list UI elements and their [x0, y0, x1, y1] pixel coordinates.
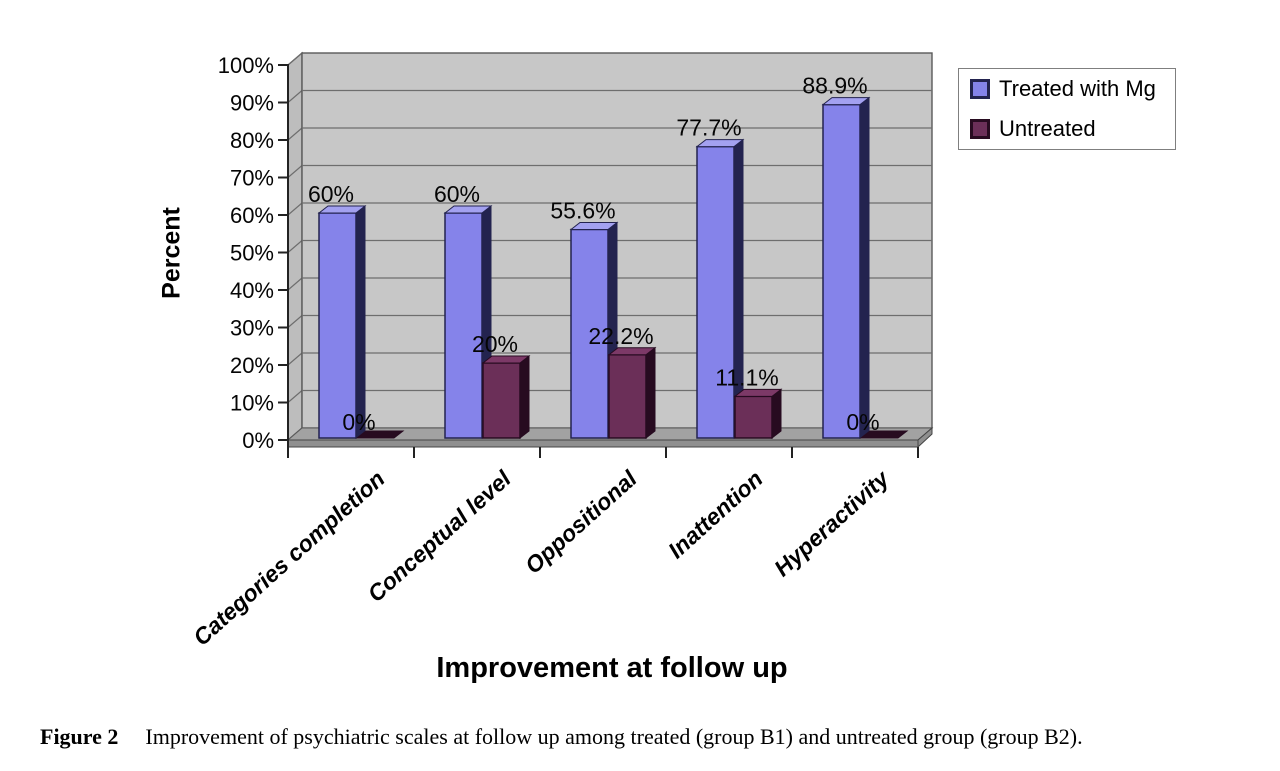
bar-top	[607, 347, 657, 356]
bar-zero	[859, 430, 909, 439]
bar-data-label: 55.6%	[550, 198, 615, 224]
bar-data-label: 60%	[434, 181, 480, 207]
bar-side	[645, 346, 656, 440]
side-wall-gridline	[287, 277, 303, 291]
figure-caption: Figure 2 Improvement of psychiatric scale…	[40, 724, 1260, 750]
bar-data-label: 60%	[308, 181, 354, 207]
y-tick-label: 20%	[230, 353, 274, 378]
bar-side	[859, 96, 870, 440]
y-tick-label: 0%	[242, 428, 274, 453]
bar-top	[443, 205, 493, 214]
bar-front-Treated with Mg	[444, 212, 483, 439]
bar-data-label: 88.9%	[802, 73, 867, 99]
bar-front-Treated with Mg	[318, 212, 357, 439]
floor-front-face	[287, 439, 919, 448]
side-wall-gridline	[287, 315, 303, 328]
bar-front-Untreated	[482, 362, 521, 439]
bar-side	[771, 388, 782, 440]
figure-caption-text: Improvement of psychiatric scales at fol…	[145, 724, 1083, 749]
y-tick-label: 60%	[230, 203, 274, 228]
chart-legend: Treated with Mg Untreated	[958, 68, 1176, 150]
side-wall-gridline	[287, 127, 303, 141]
bar-top	[733, 388, 783, 397]
y-tick-label: 70%	[230, 166, 274, 191]
y-tick-label: 50%	[230, 241, 274, 266]
bar-front-Treated with Mg	[822, 103, 861, 439]
y-tick-label: 90%	[230, 91, 274, 116]
legend-label-untreated: Untreated	[999, 116, 1096, 141]
bar-zero	[355, 430, 405, 439]
bar-front-Treated with Mg	[696, 145, 735, 439]
legend-swatch-untreated	[970, 119, 990, 139]
y-tick-label: 80%	[230, 128, 274, 153]
bar-side	[355, 204, 366, 440]
bar-data-label: 22.2%	[588, 323, 653, 349]
legend-swatch-treated	[970, 79, 990, 99]
side-wall-gridline	[287, 165, 303, 178]
y-tick-label: 100%	[218, 53, 274, 78]
x-axis-title: Improvement at follow up	[436, 652, 788, 684]
side-wall-gridline	[287, 390, 303, 403]
bar-side	[519, 354, 530, 440]
y-tick-label: 10%	[230, 391, 274, 416]
bar-top	[317, 205, 367, 214]
bar-top	[695, 139, 745, 148]
side-wall-gridline	[287, 352, 303, 366]
y-axis-title: Percent	[157, 207, 186, 299]
legend-entry-untreated: Untreated	[959, 109, 1175, 149]
side-wall-gridline	[287, 202, 303, 216]
bar-top	[481, 355, 531, 364]
bar-data-label: 11.1%	[715, 364, 779, 390]
legend-entry-treated: Treated with Mg	[959, 69, 1175, 109]
bar-front-Untreated	[608, 354, 647, 439]
bar-top	[821, 97, 871, 106]
side-wall-gridline	[287, 90, 303, 103]
bar-top	[569, 222, 619, 230]
bar-data-label: 0%	[846, 409, 879, 435]
figure-number: Figure 2	[40, 724, 119, 749]
bar-front-Untreated	[734, 395, 773, 439]
bar-data-label: 77.7%	[676, 115, 741, 141]
bar-data-label: 0%	[342, 409, 375, 435]
y-tick-label: 30%	[230, 316, 274, 341]
y-tick-label: 40%	[230, 278, 274, 303]
side-wall-gridline	[287, 240, 303, 253]
side-wall-gridline	[287, 52, 303, 66]
legend-label-treated: Treated with Mg	[999, 76, 1156, 101]
floor-corner-face	[917, 426, 933, 449]
bar-data-label: 20%	[472, 331, 518, 357]
